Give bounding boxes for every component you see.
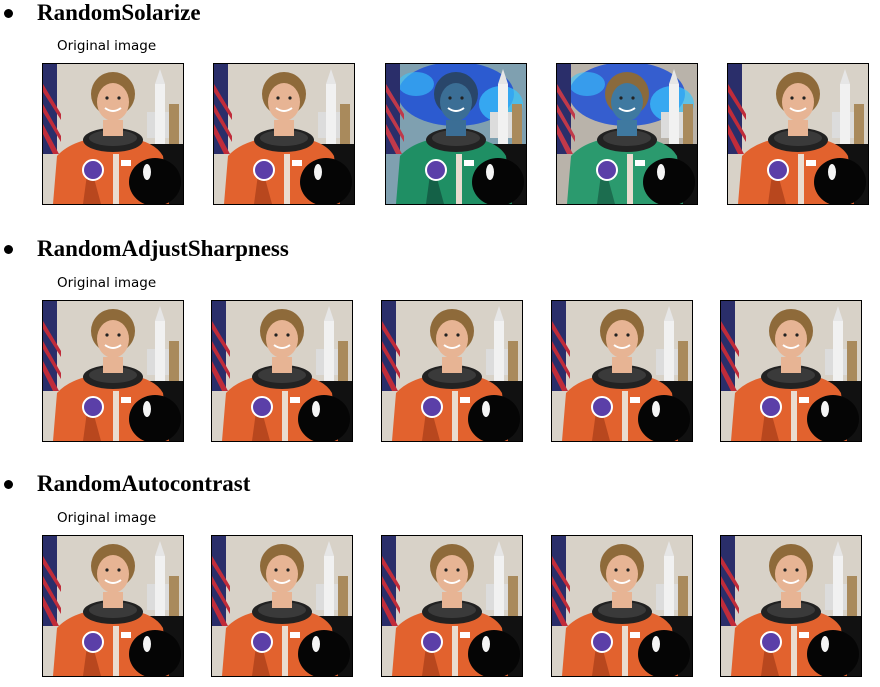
astronaut-image-transformed-3 [551,535,693,677]
image-caption: Original image [57,510,157,526]
image-caption: Original image [57,38,157,54]
astronaut-image-transformed-4 [720,535,862,677]
astronaut-image-transformed-2 [381,300,523,442]
section-title: RandomSolarize [37,0,201,25]
bullet-icon [4,480,13,489]
bullet-icon [4,9,13,18]
astronaut-image-transformed-2 [381,535,523,677]
astronaut-image-transformed-4 [727,63,869,205]
astronaut-image-transformed-1 [213,63,355,205]
astronaut-image-transformed-1 [211,535,353,677]
astronaut-image-transformed-1 [211,300,353,442]
image-caption: Original image [57,275,157,291]
section-title: RandomAutocontrast [37,471,251,496]
astronaut-image-transformed-4 [720,300,862,442]
section-title: RandomAdjustSharpness [37,236,289,261]
astronaut-image-transformed-3 [556,63,698,205]
astronaut-image-original [42,535,184,677]
astronaut-image-original [42,300,184,442]
bullet-icon [4,245,13,254]
astronaut-image-original [42,63,184,205]
astronaut-image-transformed-3 [551,300,693,442]
astronaut-image-transformed-2 [385,63,527,205]
